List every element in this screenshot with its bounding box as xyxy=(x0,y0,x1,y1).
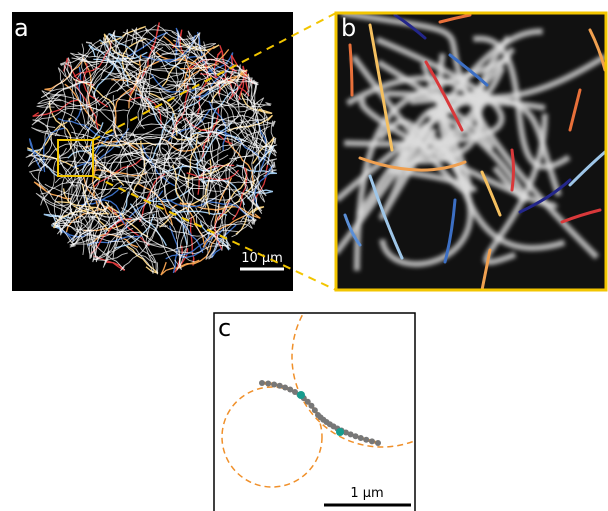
panel-label: b xyxy=(341,14,356,42)
contact-point xyxy=(297,391,305,399)
trace-point xyxy=(369,438,375,444)
trace-point xyxy=(353,433,359,439)
scale-bar-label: 10 µm xyxy=(241,251,283,266)
trace-point xyxy=(271,381,277,387)
figure: a 10 µm b c 1 µm xyxy=(0,0,608,511)
trace-point xyxy=(265,381,271,387)
trace-point xyxy=(277,383,283,389)
trace xyxy=(512,150,514,190)
trace-point xyxy=(259,380,265,386)
panel-label: a xyxy=(14,14,29,42)
trace-point xyxy=(375,440,381,446)
panel-label: c xyxy=(218,314,231,342)
trace-point xyxy=(358,435,364,441)
scale-bar-label: 1 µm xyxy=(350,486,383,501)
contact-point xyxy=(336,428,344,436)
trace-point xyxy=(363,437,369,443)
